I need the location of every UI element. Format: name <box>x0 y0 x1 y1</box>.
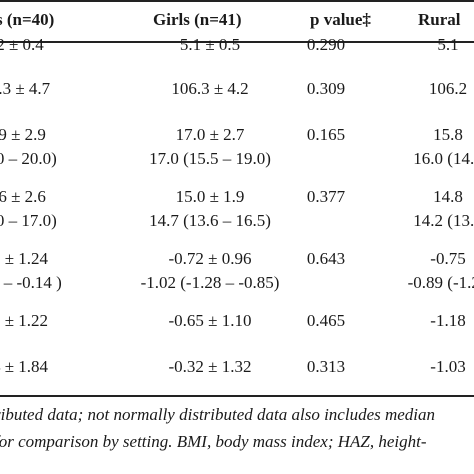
cell-rural-r0-l0: 5.1 <box>437 35 459 54</box>
cell-girls-r6-l0: -0.32 ± 1.32 <box>168 357 252 376</box>
cell-girls-r3-l1: 14.7 (13.6 – 16.5) <box>149 211 271 230</box>
cell-p-r5: 0.465 <box>306 311 346 330</box>
cell-boys-r4-l1: .76 – -0.14 ) <box>0 273 62 292</box>
cell-girls-r0-l0: 5.1 ± 0.5 <box>179 35 241 54</box>
cell-girls-r4-l1: -1.02 (-1.28 – -0.85) <box>140 273 280 292</box>
cell-boys-r0-l0: 2 ± 0.4 <box>0 35 44 54</box>
cell-boys-r1-l0: 7.3 ± 4.7 <box>0 79 51 98</box>
cell-girls-r2-l0: 17.0 ± 2.7 <box>175 125 245 144</box>
cell-p-r4: 0.643 <box>306 249 346 268</box>
cell-boys-r2-l0: .9 ± 2.9 <box>0 125 46 144</box>
footnote-line-2: for comparison by setting. BMI, body mas… <box>0 432 427 451</box>
cell-p-r3: 0.377 <box>306 187 346 206</box>
cell-rural-r4-l1: -0.89 (-1.26 <box>407 273 474 292</box>
header-p-value: p value‡ <box>310 10 371 29</box>
cell-rural-r4-l0: -0.75 <box>430 249 466 268</box>
header-boys: s (n=40) <box>0 10 55 29</box>
cell-girls-r1-l0: 106.3 ± 4.2 <box>171 79 249 98</box>
header-girls: Girls (n=41) <box>153 10 242 29</box>
cell-boys-r4-l0: 9 ± 1.24 <box>0 249 49 268</box>
cell-girls-r5-l0: -0.65 ± 1.10 <box>168 311 252 330</box>
cell-girls-r4-l0: -0.72 ± 0.96 <box>168 249 252 268</box>
cell-boys-r3-l0: .6 ± 2.6 <box>0 187 46 206</box>
cell-girls-r3-l0: 15.0 ± 1.9 <box>175 187 245 206</box>
cell-p-r6: 0.313 <box>306 357 346 376</box>
header-rural: Rural <box>418 10 461 29</box>
cell-rural-r2-l1: 16.0 (14.2 <box>413 149 474 168</box>
cell-boys-r2-l1: 6.0 – 20.0) <box>0 149 57 168</box>
cell-girls-r2-l1: 17.0 (15.5 – 19.0) <box>149 149 271 168</box>
cell-p-r2: 0.165 <box>306 125 346 144</box>
cell-rural-r6-l0: -1.03 <box>430 357 466 376</box>
cell-rural-r1-l0: 106.2 <box>428 79 468 98</box>
table-top-rule <box>0 0 474 2</box>
table-bottom-rule <box>0 395 474 397</box>
footnote-line-1: ributed data; not normally distributed d… <box>0 405 436 424</box>
cell-rural-r3-l1: 14.2 (13.6 <box>413 211 474 230</box>
cell-p-r1: 0.309 <box>306 79 346 98</box>
cell-boys-r6-l0: 4 ± 1.84 <box>0 357 49 376</box>
header-rule <box>0 41 474 43</box>
cell-rural-r5-l0: -1.18 <box>430 311 466 330</box>
cell-rural-r2-l0: 15.8 <box>433 125 463 144</box>
cell-p-r0: 0.290 <box>306 35 346 54</box>
cell-rural-r3-l0: 14.8 <box>433 187 463 206</box>
cell-boys-r3-l1: 4.0 – 17.0) <box>0 211 57 230</box>
cell-boys-r5-l0: 6 ± 1.22 <box>0 311 49 330</box>
